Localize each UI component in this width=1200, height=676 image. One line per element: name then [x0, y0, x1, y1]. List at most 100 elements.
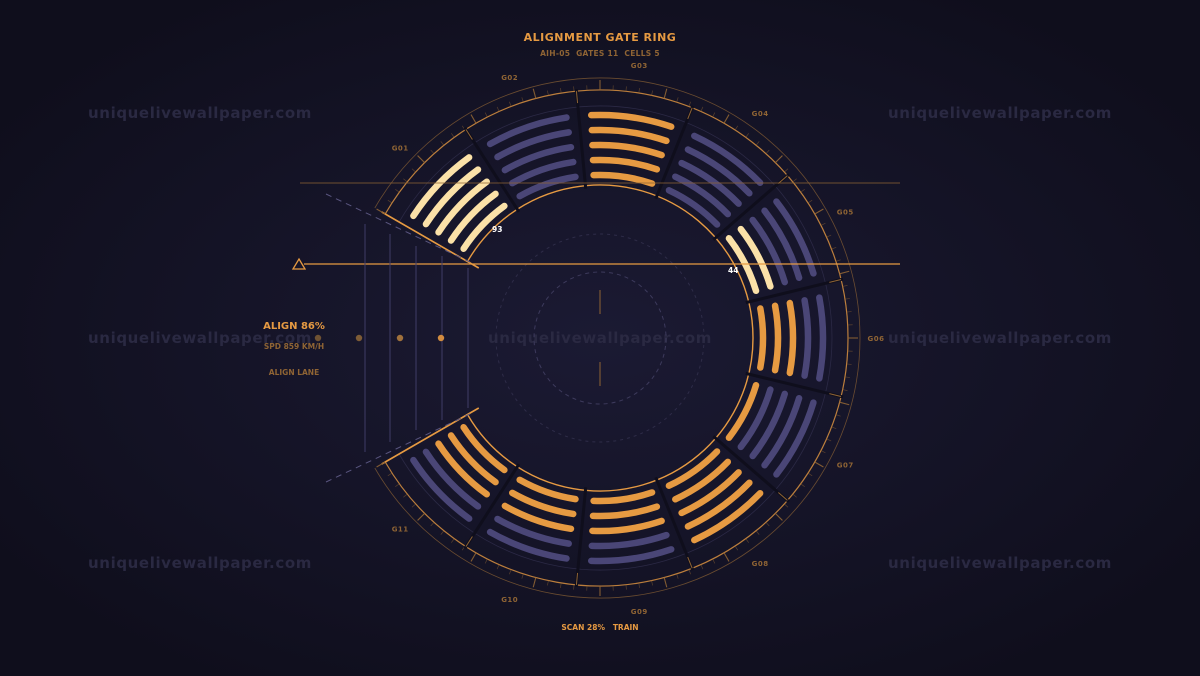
ring-tick [638, 582, 640, 588]
ring-tick [842, 389, 848, 391]
gate-cell [422, 166, 482, 228]
ring-tick [532, 577, 537, 588]
ring-tick [688, 569, 691, 575]
gate-cell [589, 141, 665, 159]
gate-cell [773, 399, 817, 478]
gate-cell [435, 440, 491, 498]
footer-status: SCAN 28% TRAIN [561, 623, 638, 632]
ring-tick [723, 552, 730, 562]
gate-g09[interactable] [587, 476, 695, 571]
center-guides [495, 233, 705, 443]
ring-tick [792, 493, 797, 498]
gate-cell [691, 132, 764, 187]
ring-ticks [376, 80, 858, 596]
lane-edge-upper [325, 193, 471, 263]
gate-cell [494, 515, 572, 547]
watermark-text: uniquelivewallpaper.com [888, 554, 1112, 572]
ring-tick [417, 155, 426, 164]
ring-tick [826, 438, 832, 442]
gate-separator-mark [465, 536, 473, 547]
gate-cell [786, 299, 797, 377]
gate-cell [757, 305, 767, 371]
lane-label: ALIGN LANE [269, 368, 319, 377]
gate-cell [665, 448, 721, 489]
marker-value-right: 44 [728, 266, 738, 275]
ring-tick [755, 530, 760, 535]
gate-cell [816, 294, 827, 382]
gate-cell [460, 424, 508, 474]
ring-tick [638, 88, 640, 94]
ring-tick [547, 90, 549, 96]
gate-g11[interactable] [410, 424, 521, 550]
gate-cell [737, 225, 774, 290]
ring-tick [532, 88, 537, 99]
ring-tick [484, 112, 488, 118]
ring-tick [573, 584, 575, 590]
gate-cell [589, 156, 661, 173]
ring-frame [374, 77, 861, 599]
align-readout: ALIGN 86% [263, 321, 325, 332]
watermark-text: uniquelivewallpaper.com [488, 329, 712, 347]
gate-label: G09 [631, 608, 648, 616]
ring-tick [451, 133, 455, 138]
gate-cell [684, 479, 753, 530]
gate-separator [745, 277, 844, 305]
gate-cell [516, 173, 579, 200]
ring-tick [745, 133, 749, 138]
gate-separator-mark [575, 91, 579, 104]
gate-g06[interactable] [745, 277, 844, 382]
gate-label: G11 [392, 526, 409, 534]
gate-label: G02 [501, 74, 518, 82]
ring-tick [395, 189, 400, 193]
ring-tick [826, 234, 832, 238]
gate-cell [761, 394, 803, 469]
gate-cell [749, 216, 788, 286]
ring-tick [807, 199, 813, 204]
gate-g03[interactable] [574, 88, 675, 189]
page-title: ALIGNMENT GATE RING [524, 31, 677, 44]
ring-tick [430, 522, 435, 527]
ring-tick [700, 564, 704, 570]
gate-separator [654, 476, 695, 571]
gate-cell [486, 528, 570, 562]
gate-g07[interactable] [725, 371, 844, 478]
ring-tick [496, 564, 500, 570]
ring-tick [755, 141, 760, 146]
gate-g02[interactable] [463, 114, 579, 213]
ring-tick [663, 577, 668, 588]
ring-tick [411, 168, 416, 173]
gate-g04[interactable] [654, 105, 764, 228]
ring-tick [844, 376, 850, 378]
ring-tick [651, 580, 653, 586]
gate-g10[interactable] [486, 476, 588, 588]
gate-cell [588, 126, 670, 145]
gate-cell [801, 297, 812, 379]
gate-cell [749, 390, 788, 460]
ring-tick [774, 512, 783, 521]
gate-cell [771, 302, 782, 374]
gate-g05[interactable] [712, 173, 817, 295]
outer-dashed-circle [495, 233, 705, 443]
gate-separator [712, 435, 790, 503]
lane-dot [396, 334, 404, 342]
ring-tick [573, 86, 575, 92]
ring-cell-track [398, 105, 833, 571]
ring-tick [800, 189, 805, 193]
ring-tick [470, 552, 477, 562]
gate-cell [773, 198, 817, 277]
ring-tick [712, 112, 716, 118]
gate-g01[interactable] [410, 154, 508, 252]
ring-end-cap [381, 211, 480, 269]
ring-tick [846, 363, 852, 365]
ring-tick [496, 106, 500, 112]
speed-readout: SPD 859 KM/H [264, 342, 324, 351]
ring-tick [403, 493, 408, 498]
gate-cell [501, 502, 575, 533]
gate-g08[interactable] [665, 435, 790, 544]
ring-tick [820, 450, 826, 454]
ring-tick [403, 178, 408, 183]
gate-cell [447, 190, 499, 244]
ring-tick [484, 558, 488, 564]
gate-cell [509, 489, 577, 518]
gate-separator [574, 487, 588, 588]
